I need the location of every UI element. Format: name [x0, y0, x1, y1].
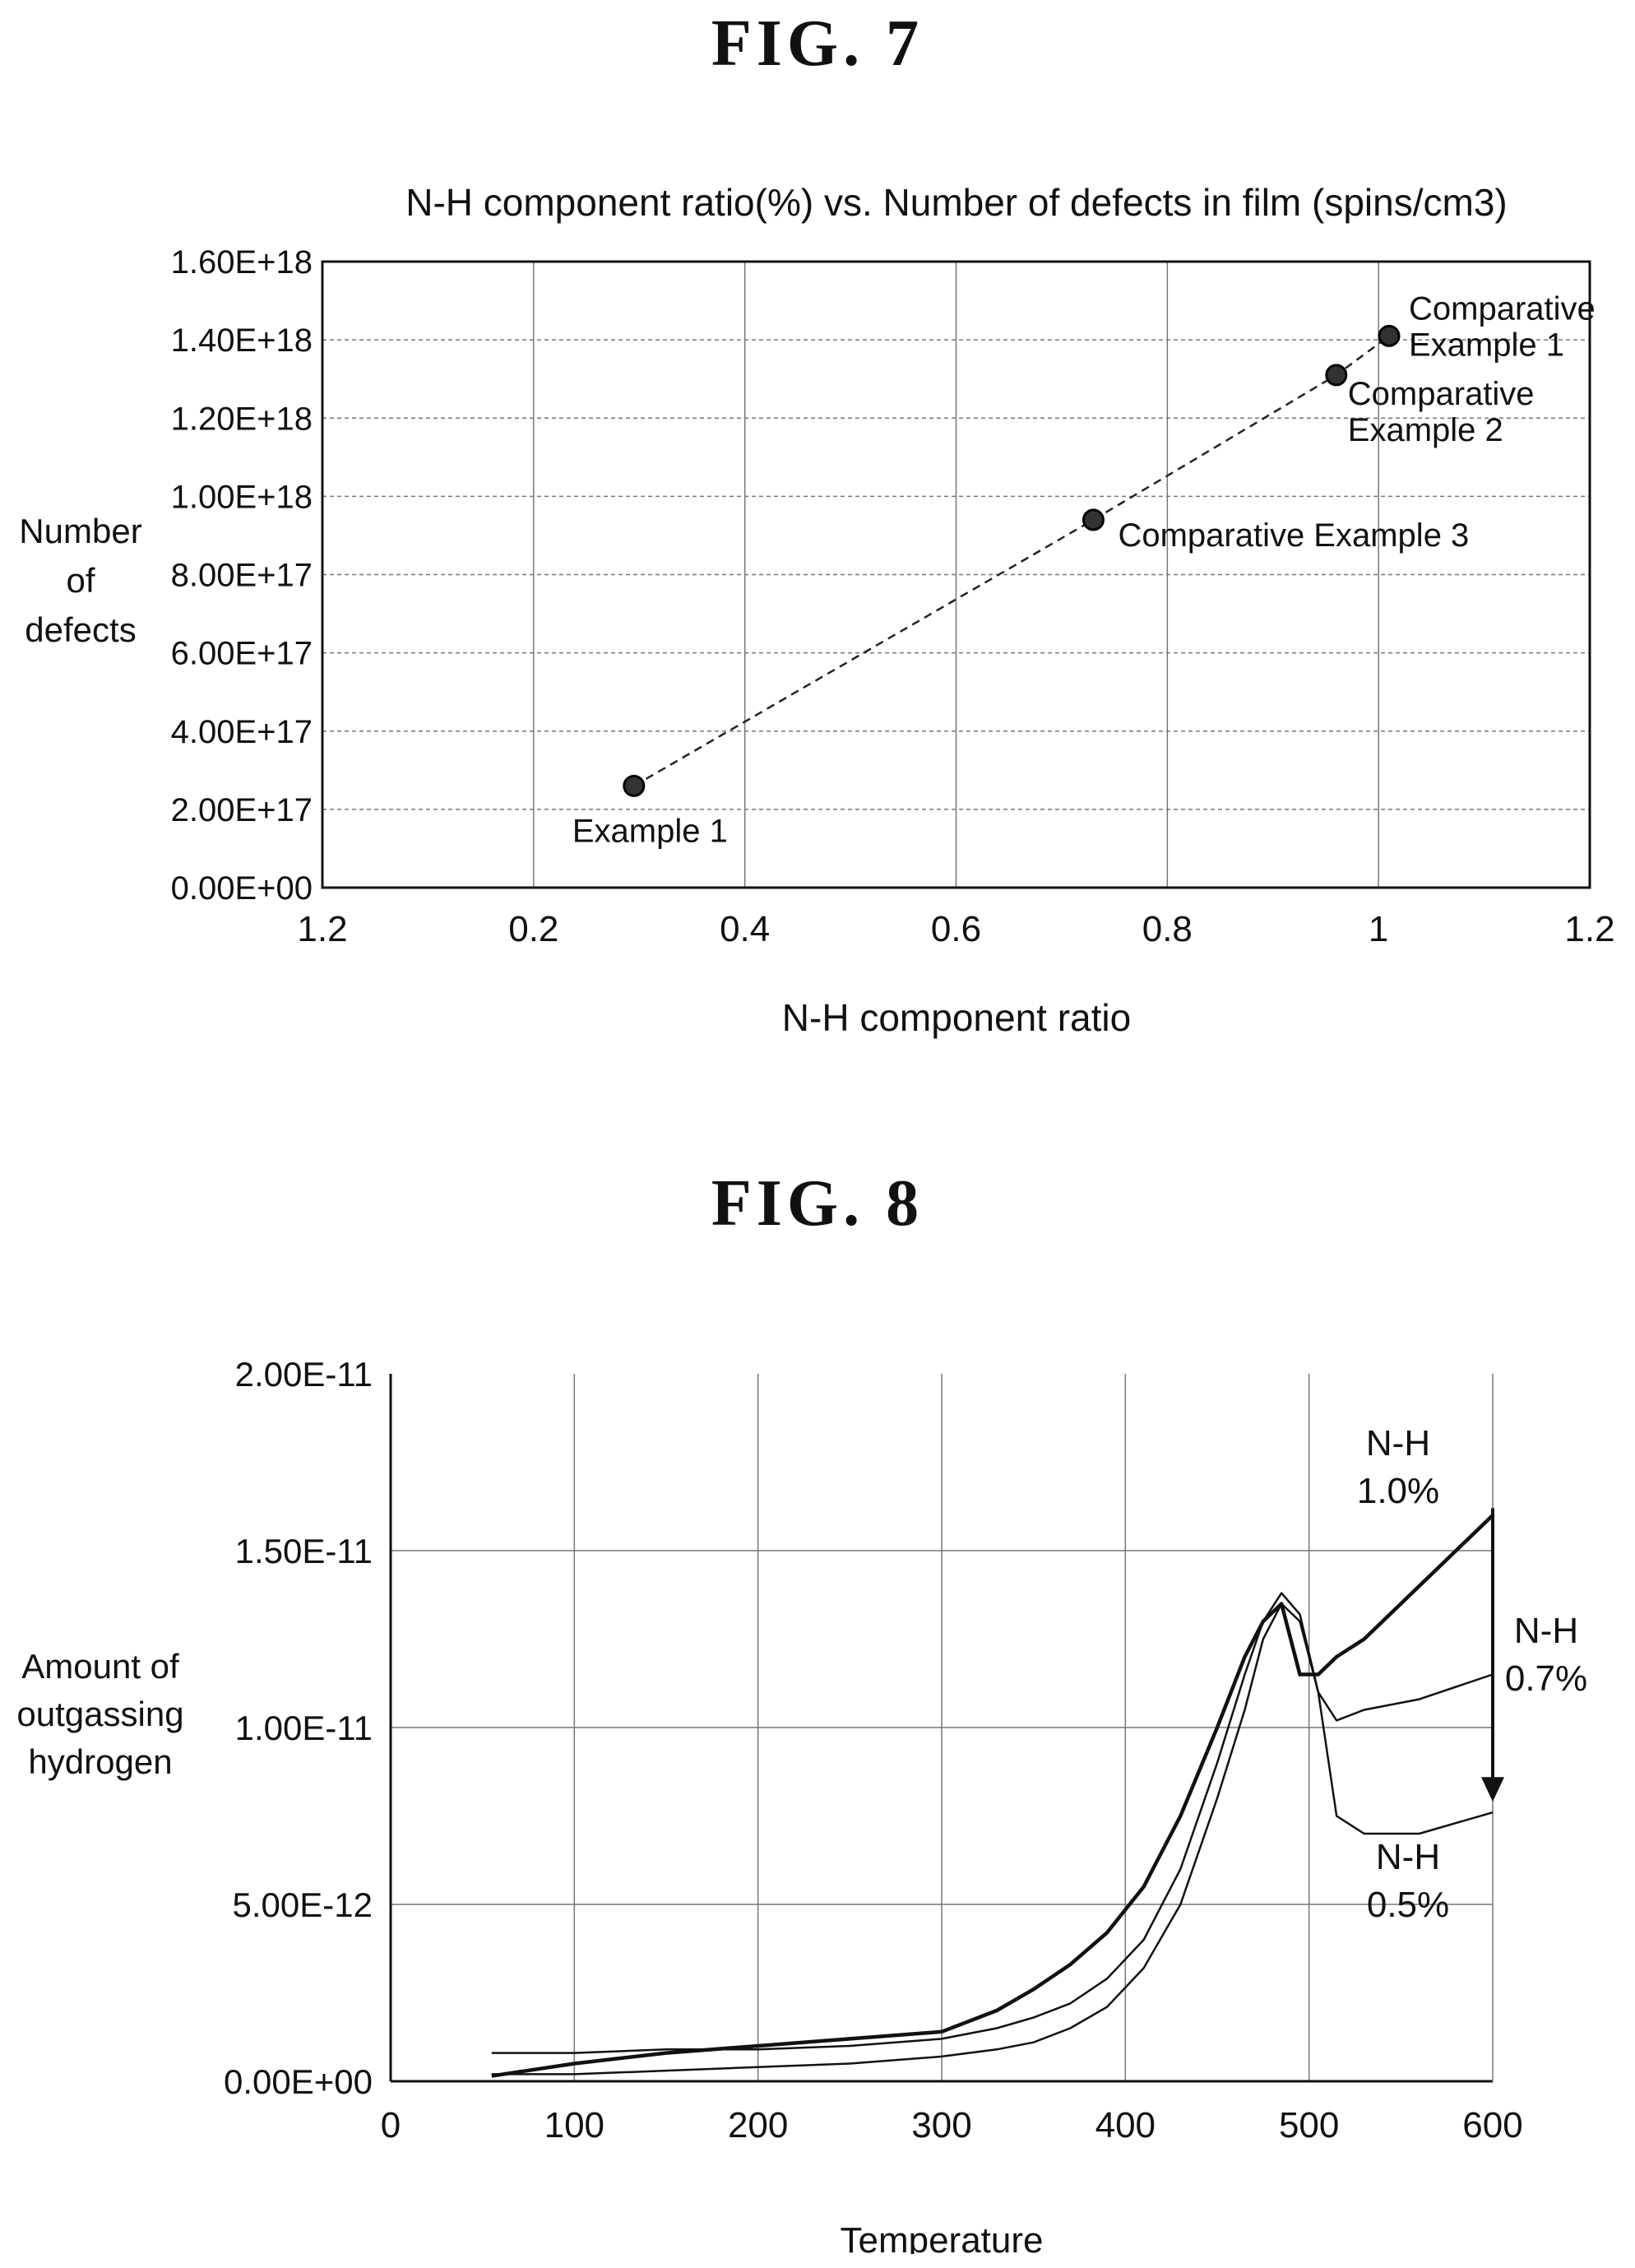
x-tick-label: 100	[544, 2105, 604, 2145]
y-tick-label: 2.00E-11	[235, 1355, 373, 1394]
x-tick-label: 0.6	[931, 909, 981, 949]
point-label: Comparative Example 1	[1409, 290, 1596, 363]
series-label-line: N-H	[1376, 1837, 1440, 1877]
series-line	[491, 1602, 1494, 2076]
point-label-line: Comparative	[1348, 376, 1535, 412]
y-axis-label-line: hydrogen	[28, 1742, 172, 1781]
series-label-line: N-H	[1514, 1611, 1578, 1651]
data-point	[1378, 324, 1401, 347]
x-tick-label: 1.2	[1564, 909, 1614, 949]
data-point	[1082, 508, 1105, 531]
y-axis-label-line: Amount of	[21, 1647, 179, 1686]
series-label-line: 0.7%	[1505, 1658, 1587, 1699]
x-tick-label: 200	[728, 2105, 788, 2145]
series-label: N-H 1.0%	[1357, 1423, 1439, 1511]
plot-frame	[321, 260, 1591, 889]
y-tick-label: 8.00E+17	[171, 558, 313, 594]
y-tick-label: 4.00E+17	[171, 714, 313, 750]
series-label: N-H 0.5%	[1367, 1837, 1449, 1925]
y-tick-label: 6.00E+17	[171, 636, 313, 672]
point-label: Comparative Example 2	[1348, 376, 1535, 448]
series-line	[491, 1514, 1494, 2078]
point-label: Comparative Example 3	[1118, 517, 1469, 554]
x-tick-label: 600	[1462, 2105, 1522, 2145]
y-axis-label: Number of defects	[19, 512, 141, 649]
series-label: N-H 0.7%	[1505, 1611, 1587, 1699]
trend-line	[633, 335, 1390, 787]
y-axis-label-line: defects	[25, 610, 136, 649]
x-tick-label: 1	[1369, 909, 1388, 949]
y-axis-label-line: outgassing	[16, 1695, 183, 1733]
y-tick-label: 2.00E+17	[171, 792, 313, 828]
series-label-line: N-H	[1366, 1423, 1430, 1463]
x-tick-label: 1.2	[297, 909, 347, 949]
y-tick-label: 1.50E-11	[235, 1532, 373, 1570]
series-label-line: 0.5%	[1367, 1885, 1449, 1925]
down-arrow-head	[1481, 1777, 1504, 1802]
y-tick-label: 0.00E+00	[224, 2062, 373, 2101]
y-tick-label: 1.40E+18	[171, 322, 313, 359]
point-label-line: Example 1	[1409, 327, 1564, 363]
series-label-line: 1.0%	[1357, 1471, 1439, 1511]
x-tick-label: 400	[1095, 2105, 1156, 2145]
chart-fig8: 0.00E+00 5.00E-12 1.00E-11 1.50E-11 2.00E-11…	[16, 1355, 1587, 2254]
x-tick-label: 300	[911, 2105, 971, 2145]
y-tick-label: 0.00E+00	[171, 870, 313, 907]
figure-8-label: FIG. 8	[711, 1167, 924, 1240]
point-label-line: Example 1	[572, 813, 728, 849]
point-label-line: Example 2	[1348, 412, 1503, 448]
x-tick-label: 0.2	[508, 909, 558, 949]
x-tick-label: 0.4	[720, 909, 770, 949]
point-label: Example 1	[572, 813, 728, 849]
figure-7-label: FIG. 7	[711, 7, 924, 80]
y-tick-label: 1.60E+18	[171, 244, 313, 281]
y-tick-label: 5.00E-12	[233, 1885, 373, 1924]
y-axis-label-line: of	[66, 561, 95, 600]
series-line	[491, 1592, 1494, 2054]
y-tick-label: 1.20E+18	[171, 401, 313, 437]
x-axis-label: N-H component ratio	[782, 996, 1131, 1039]
x-tick-label: 0	[381, 2105, 401, 2145]
chart-fig7: N-H component ratio(%) vs. Number of def…	[19, 181, 1614, 1039]
y-axis-label: Amount of outgassing hydrogen	[16, 1647, 183, 1781]
chart-title: N-H component ratio(%) vs. Number of def…	[405, 181, 1508, 224]
data-point	[1325, 364, 1348, 387]
x-tick-label: 0.8	[1142, 909, 1193, 949]
y-tick-label: 1.00E+18	[171, 479, 313, 515]
point-label-line: Comparative Example 3	[1118, 517, 1469, 554]
point-label-line: Comparative	[1409, 290, 1596, 327]
y-axis-label-line: Number	[19, 512, 141, 550]
x-tick-label: 500	[1279, 2105, 1339, 2145]
y-tick-label: 1.00E-11	[235, 1709, 373, 1747]
x-axis-label: Temperature	[840, 2220, 1043, 2254]
data-point	[623, 774, 646, 797]
